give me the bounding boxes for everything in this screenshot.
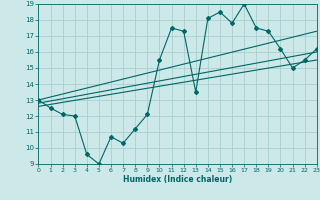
X-axis label: Humidex (Indice chaleur): Humidex (Indice chaleur) (123, 175, 232, 184)
